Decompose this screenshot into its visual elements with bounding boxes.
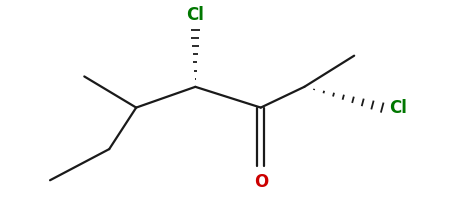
Text: Cl: Cl	[390, 98, 407, 117]
Text: O: O	[254, 173, 268, 191]
Text: Cl: Cl	[187, 5, 204, 24]
